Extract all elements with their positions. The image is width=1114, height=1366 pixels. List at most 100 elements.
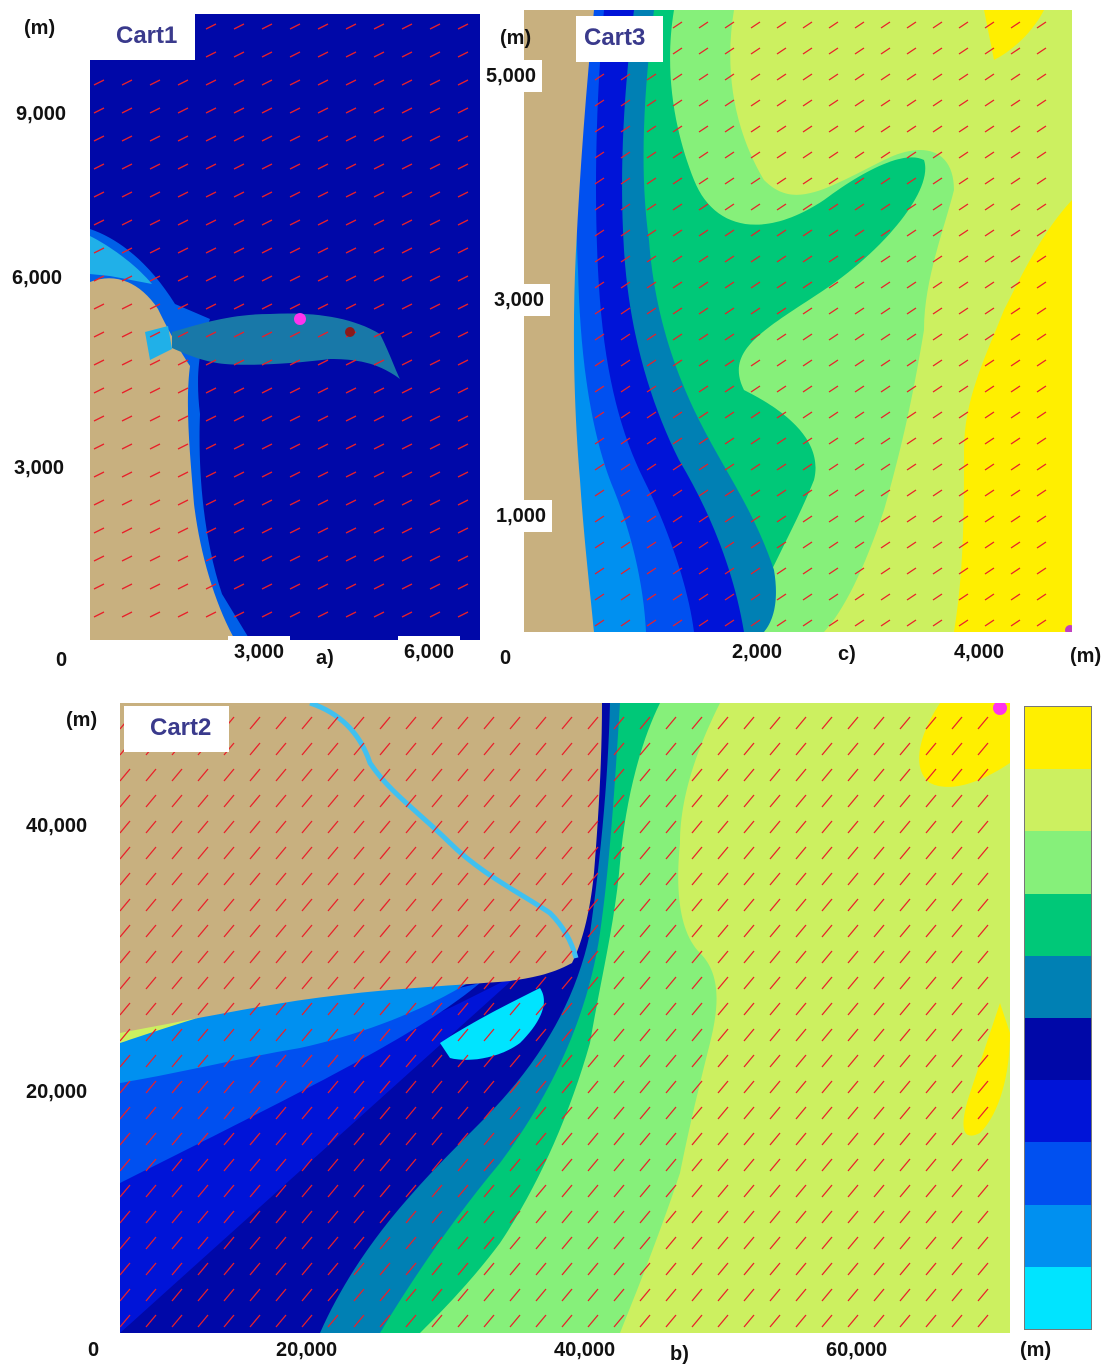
current-arrow — [261, 275, 273, 282]
current-arrow — [821, 872, 833, 886]
current-arrow — [457, 1262, 469, 1276]
current-arrow — [646, 437, 657, 445]
current-arrow — [120, 1184, 131, 1198]
current-arrow — [353, 1210, 365, 1224]
current-arrow — [828, 203, 839, 211]
current-arrow — [984, 567, 995, 575]
current-arrow — [698, 567, 709, 575]
current-arrow — [353, 1028, 365, 1042]
current-arrow — [594, 593, 605, 601]
current-arrow — [769, 1262, 781, 1276]
current-arrow — [275, 794, 287, 808]
current-arrow — [613, 1132, 625, 1146]
current-arrow — [724, 515, 735, 523]
current-arrow — [121, 191, 133, 198]
current-arrow — [145, 872, 157, 886]
current-arrow — [932, 203, 943, 211]
current-arrow — [594, 307, 605, 315]
current-arrow — [1010, 593, 1021, 601]
current-arrow — [457, 1288, 469, 1302]
current-arrow — [431, 1028, 443, 1042]
current-arrow — [197, 1314, 209, 1328]
current-arrow — [429, 471, 441, 478]
current-arrow — [149, 443, 161, 450]
current-arrow — [769, 716, 781, 730]
current-arrow — [925, 1158, 937, 1172]
current-arrow — [457, 716, 469, 730]
current-arrow — [405, 872, 417, 886]
current-arrow — [149, 583, 161, 590]
current-arrow — [854, 567, 865, 575]
current-arrow — [958, 489, 969, 497]
current-arrow — [301, 924, 313, 938]
current-arrow — [932, 99, 943, 107]
current-arrow — [289, 191, 301, 198]
current-arrow — [906, 21, 917, 29]
current-arrow — [854, 385, 865, 393]
current-arrow — [457, 1314, 469, 1328]
current-arrow — [205, 23, 217, 30]
current-arrow — [665, 1106, 677, 1120]
current-arrow — [750, 229, 761, 237]
current-arrow — [301, 846, 313, 860]
current-arrow — [698, 73, 709, 81]
current-arrow — [613, 1184, 625, 1198]
current-arrow — [301, 794, 313, 808]
current-arrow — [620, 99, 631, 107]
current-arrow — [431, 716, 443, 730]
current-arrow — [847, 1080, 859, 1094]
current-arrow — [317, 555, 329, 562]
current-arrow — [353, 1002, 365, 1016]
current-arrow — [289, 247, 301, 254]
current-arrow — [1036, 73, 1047, 81]
current-arrow — [691, 1028, 703, 1042]
current-arrow — [535, 924, 547, 938]
current-arrow — [197, 768, 209, 782]
current-arrow — [672, 151, 683, 159]
current-arrow — [353, 1236, 365, 1250]
current-arrow — [1036, 567, 1047, 575]
current-arrow — [899, 1080, 911, 1094]
current-arrow — [977, 794, 989, 808]
current-arrow — [171, 768, 183, 782]
current-arrow — [261, 443, 273, 450]
current-arrow — [691, 768, 703, 782]
current-arrow — [301, 742, 313, 756]
current-arrow — [951, 898, 963, 912]
current-arrow — [620, 463, 631, 471]
current-arrow — [724, 411, 735, 419]
current-arrow — [373, 471, 385, 478]
current-arrow — [977, 1288, 989, 1302]
current-arrow — [802, 229, 813, 237]
current-arrow — [431, 1262, 443, 1276]
current-arrow — [205, 163, 217, 170]
current-arrow — [639, 1236, 651, 1250]
station-marker-pink-c — [1065, 625, 1072, 632]
current-arrow — [405, 742, 417, 756]
current-arrow — [958, 151, 969, 159]
current-arrow — [1036, 125, 1047, 133]
current-arrow — [327, 1262, 339, 1276]
current-arrow — [457, 872, 469, 886]
current-arrow — [873, 950, 885, 964]
current-arrow — [769, 1184, 781, 1198]
current-arrow — [847, 872, 859, 886]
current-arrow — [483, 1028, 495, 1042]
current-arrow — [828, 151, 839, 159]
current-arrow — [561, 1314, 573, 1328]
current-arrow — [205, 303, 217, 310]
current-arrow — [233, 415, 245, 422]
current-arrow — [795, 1158, 807, 1172]
current-arrow — [405, 1210, 417, 1224]
current-arrow — [429, 387, 441, 394]
current-arrow — [646, 125, 657, 133]
current-arrow — [873, 1028, 885, 1042]
current-arrow — [1010, 541, 1021, 549]
current-arrow — [275, 1236, 287, 1250]
current-arrow — [509, 924, 521, 938]
current-arrow — [743, 1262, 755, 1276]
legend-swatch — [1025, 707, 1091, 770]
current-arrow — [769, 1106, 781, 1120]
current-arrow — [958, 255, 969, 263]
current-arrow — [977, 1236, 989, 1250]
